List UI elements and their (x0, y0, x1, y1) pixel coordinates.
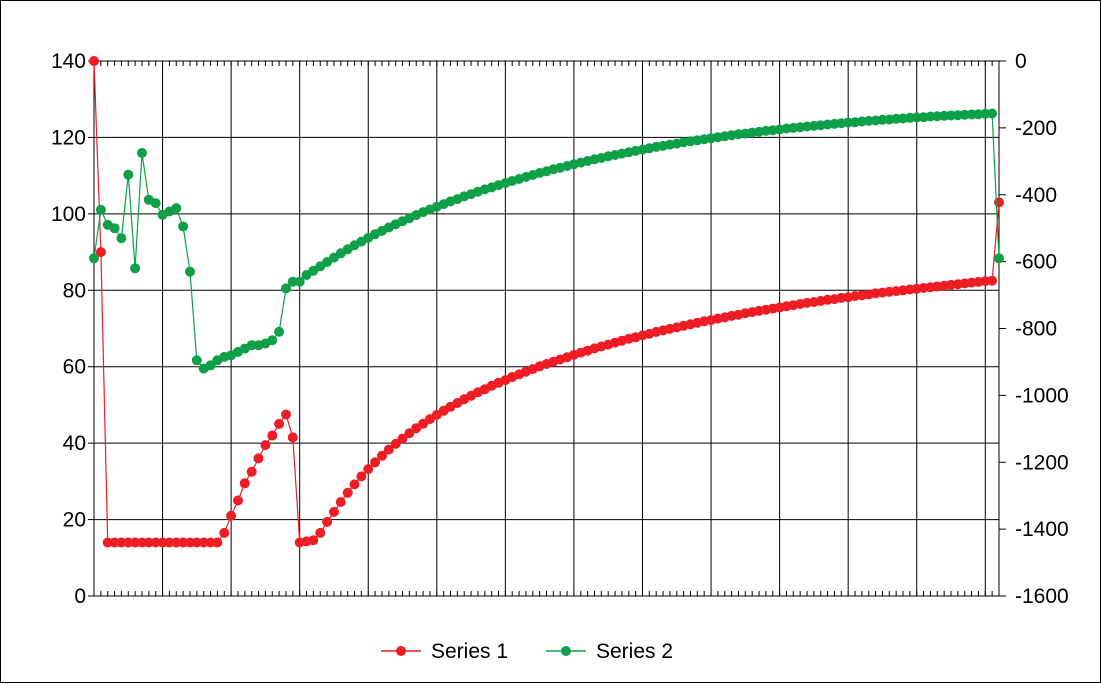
y-left-tick-label: 60 (63, 356, 86, 379)
series-1-point (287, 432, 298, 443)
series-1-point (150, 537, 161, 548)
series-2-point (287, 276, 298, 287)
series-1-point (95, 247, 106, 258)
series-2-line (93, 112, 1000, 370)
series-2-point (137, 148, 147, 158)
axes (88, 60, 1006, 597)
legend-series-1-label: Series 1 (431, 640, 508, 663)
legend-series-1-marker (396, 646, 406, 656)
series-1-point (253, 453, 264, 464)
series-1-point (198, 537, 209, 548)
series-1-point (397, 433, 408, 444)
series-2-point (95, 204, 106, 215)
series-2-point (123, 169, 134, 180)
y-left-tick-label: 100 (51, 203, 86, 226)
series-1-point (102, 537, 113, 548)
series-2-point (267, 335, 278, 346)
y-left-tick-label: 0 (74, 585, 86, 608)
series-2-point (274, 326, 285, 337)
series-1-point (363, 464, 374, 475)
series-1-point (377, 450, 387, 461)
legend-series-2-label: Series 2 (596, 640, 673, 663)
series-1-point (281, 409, 291, 420)
y-right-tick-label: -200 (1015, 117, 1057, 140)
legend-series-2-marker (561, 646, 571, 656)
series-1-point (130, 537, 141, 548)
series-1-point (212, 537, 223, 548)
series-1-point (335, 497, 346, 507)
series-2-point (109, 223, 120, 234)
series-2-point (130, 263, 141, 274)
series-1-point (143, 537, 154, 548)
y-left-tick-label: 120 (51, 126, 86, 149)
series-2-point (294, 276, 305, 287)
y-left-tick-label: 140 (51, 50, 86, 73)
series-1-point (219, 527, 230, 538)
y-right-tick-label: -800 (1015, 318, 1057, 341)
y-left-tick-label: 80 (63, 279, 86, 302)
series-2-point (116, 233, 127, 244)
series-1-point (116, 537, 127, 548)
y-right-tick-label: -1000 (1015, 384, 1069, 407)
series-1-point (267, 430, 278, 441)
y-right-tick-label: -1400 (1015, 518, 1069, 541)
series-2-point (191, 355, 202, 366)
series-1-point (322, 516, 333, 527)
series-1-point (315, 527, 326, 538)
y-left-tick-label: 20 (63, 509, 86, 532)
series-2-point (150, 198, 161, 209)
series-1-point (370, 457, 381, 468)
series-1-point (342, 487, 353, 498)
legend: Series 1 Series 2 (381, 640, 673, 663)
series-layer (89, 56, 1004, 548)
series-1-point (233, 495, 243, 506)
series-1-point (308, 535, 319, 546)
series-2 (89, 108, 1004, 374)
y-right-tick-label: -400 (1015, 184, 1057, 207)
series-1-point (987, 275, 998, 286)
series-1-point (191, 537, 202, 548)
y-right-tick-label: 0 (1015, 50, 1027, 73)
series-1-point (239, 478, 250, 489)
y-right-tick-label: -1600 (1015, 585, 1069, 608)
y-right-tick-label: -1200 (1015, 451, 1069, 474)
series-2-point (171, 203, 182, 214)
series-2-point (281, 283, 291, 294)
series-1-point (164, 537, 175, 548)
y-right-tick-labels: 0 -200 -400 -600 -800 -1000 -1200 -1400 -1600 (1015, 50, 1069, 608)
series-1-point (274, 419, 285, 429)
grid (94, 60, 999, 596)
y-right-tick-label: -600 (1015, 251, 1057, 274)
series-2-point (987, 108, 998, 119)
series-1-point (349, 479, 360, 490)
series-1-point (260, 440, 271, 451)
series-2-point (178, 221, 189, 232)
series-1-point (383, 444, 394, 455)
series-1-point (994, 197, 1004, 208)
series-1-point (356, 471, 367, 482)
series-1-line (93, 60, 1000, 544)
series-1-point (246, 466, 257, 477)
series-1-point (226, 510, 237, 521)
series-2-point (185, 266, 195, 277)
series-1 (89, 56, 1004, 548)
series-1-point (178, 537, 189, 548)
series-1-point (390, 438, 401, 449)
series-1-point (329, 506, 339, 517)
series-2-point (89, 253, 99, 264)
series-2-point (994, 253, 1004, 264)
y-left-tick-labels: 0 20 40 60 80 100 120 140 (51, 50, 86, 608)
series-1-point (89, 56, 99, 66)
y-left-tick-label: 40 (63, 432, 86, 455)
